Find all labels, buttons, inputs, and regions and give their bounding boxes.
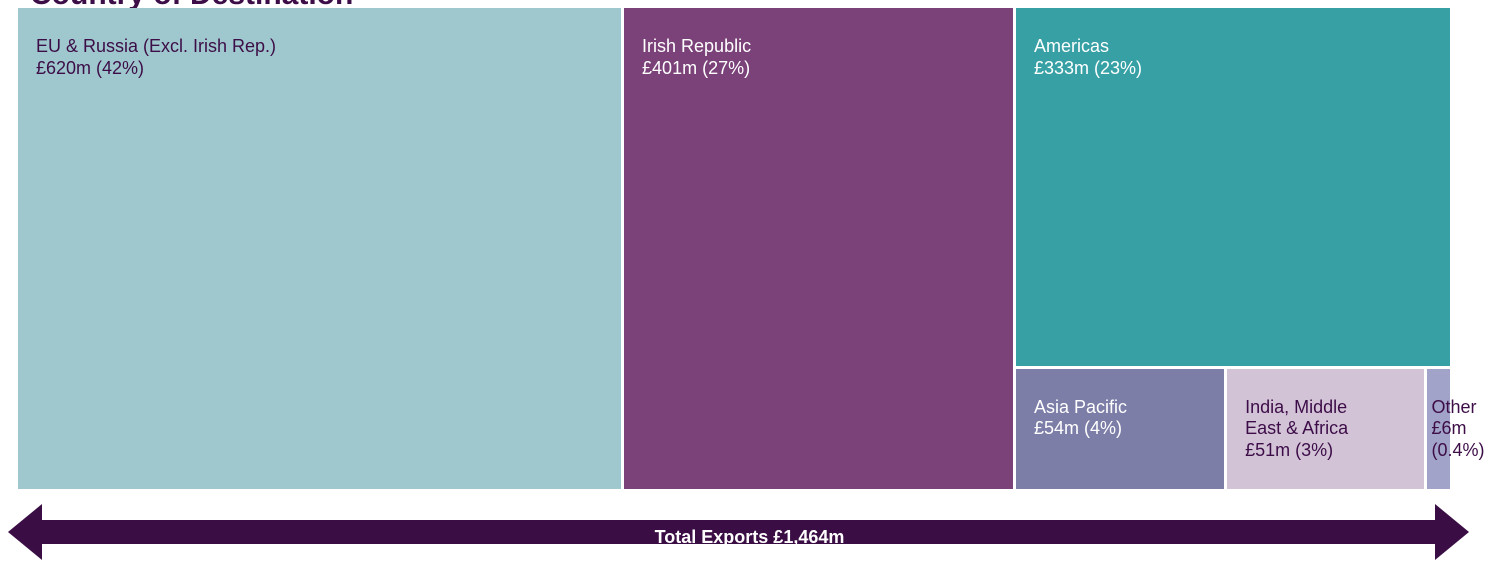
tile-label-line: Americas xyxy=(1034,36,1110,56)
total-exports-label: Total Exports £1,464m xyxy=(654,527,845,547)
tile-label-line: (0.4%) xyxy=(1431,439,1485,460)
tile-label-line: £6m xyxy=(1431,418,1467,439)
tile-label: EU & Russia (Excl. Irish Rep.) £620m (42%… xyxy=(36,36,276,79)
tile-label-line: Other xyxy=(1431,396,1477,417)
double-arrow-icon xyxy=(8,504,1469,560)
title-clip: Country of Destination xyxy=(0,0,1499,8)
tile-label-line: Irish Republic xyxy=(642,36,752,56)
tile-americas: Americas £333m (23%) xyxy=(1016,8,1450,366)
tile-irish-republic: Irish Republic £401m (27%) xyxy=(624,8,1013,489)
tile-label: Irish Republic £401m (27%) xyxy=(642,36,751,79)
tile-label: Americas £333m (23%) xyxy=(1034,36,1142,79)
tile-label-line: £333m (23%) xyxy=(1034,57,1143,78)
tile-label: India, Middle East & Africa £51m (3%) xyxy=(1245,397,1348,462)
tile-label-line: EU & Russia (Excl. Irish Rep.) xyxy=(36,36,277,56)
page-title: Country of Destination xyxy=(30,0,353,8)
tile-label-line: Asia Pacific xyxy=(1034,396,1128,417)
tile-label-line: £620m (42%) xyxy=(36,57,145,78)
tile-label-line: India, Middle xyxy=(1245,396,1348,417)
tile-label: Other £6m (0.4%) xyxy=(1432,397,1485,462)
tile-other: Other £6m (0.4%) xyxy=(1426,368,1485,489)
tile-label: Asia Pacific £54m (4%) xyxy=(1034,397,1127,440)
tile-eu-russia-excl-irish-rep: EU & Russia (Excl. Irish Rep.) £620m (42%… xyxy=(18,8,622,489)
tile-label-line: East & Africa xyxy=(1245,418,1349,439)
tile-label-line: £51m (3%) xyxy=(1245,439,1334,460)
tile-india-middle-east-africa: India, Middle East & Africa £51m (3%) xyxy=(1227,368,1424,489)
tile-label-line: £54m (4%) xyxy=(1034,418,1123,439)
tile-asia-pacific: Asia Pacific £54m (4%) xyxy=(1016,368,1225,489)
total-exports-arrow xyxy=(8,504,1469,560)
tile-label-line: £401m (27%) xyxy=(642,57,751,78)
